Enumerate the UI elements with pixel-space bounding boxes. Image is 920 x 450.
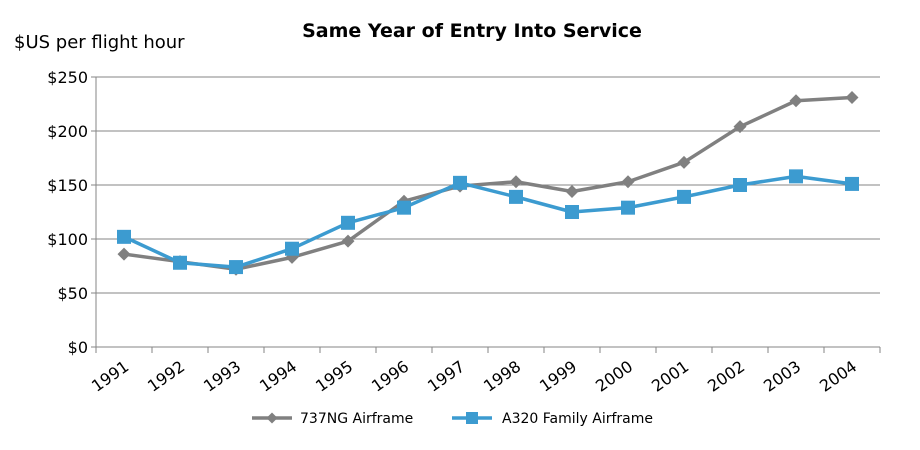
data-point bbox=[621, 200, 635, 215]
data-point bbox=[733, 120, 747, 134]
x-tick-label: 1998 bbox=[480, 357, 524, 396]
x-tick-label: 2004 bbox=[816, 357, 860, 396]
x-tick-label: 2001 bbox=[648, 357, 692, 396]
legend-marker bbox=[466, 412, 478, 424]
y-axis-ticks: $0 $50 $100 $150 $200 $250 bbox=[47, 68, 88, 357]
data-point bbox=[677, 189, 691, 204]
data-point bbox=[565, 184, 579, 198]
y-axis-label: $US per flight hour bbox=[14, 32, 185, 53]
data-point bbox=[845, 91, 859, 105]
x-axis-ticks: 1991 1992 1993 1994 1995 1996 1997 1998 1999 2000… bbox=[88, 357, 860, 396]
legend-item-2: A320 Family Airframe bbox=[452, 411, 653, 427]
data-point bbox=[285, 241, 299, 256]
legend-label: A320 Family Airframe bbox=[502, 411, 653, 427]
legend-item-1: 737NG Airframe bbox=[252, 411, 413, 427]
data-point bbox=[509, 175, 523, 189]
x-tick-label: 1996 bbox=[368, 357, 412, 396]
data-point bbox=[677, 155, 691, 169]
data-point bbox=[845, 176, 859, 191]
data-point bbox=[229, 260, 243, 275]
legend-marker bbox=[266, 412, 278, 424]
x-tick-label: 1995 bbox=[312, 357, 356, 396]
y-tick-label: $200 bbox=[47, 122, 88, 141]
data-point bbox=[397, 200, 411, 215]
series-line bbox=[123, 174, 853, 269]
y-tick-label: $0 bbox=[68, 338, 88, 357]
data-point bbox=[341, 215, 355, 230]
series-group bbox=[117, 91, 859, 276]
y-tick-label: $100 bbox=[47, 230, 88, 249]
series-line bbox=[123, 95, 853, 271]
x-tick-label: 1997 bbox=[424, 357, 468, 396]
x-tick-label: 1993 bbox=[200, 357, 244, 396]
y-tick-label: $150 bbox=[47, 176, 88, 195]
data-point bbox=[789, 94, 803, 108]
data-point bbox=[565, 205, 579, 219]
data-point bbox=[733, 178, 747, 192]
x-tick-label: 1994 bbox=[256, 357, 300, 396]
x-tick-label: 1999 bbox=[536, 357, 580, 396]
data-point bbox=[621, 175, 635, 189]
x-tick-label: 1991 bbox=[88, 357, 132, 396]
data-point bbox=[117, 229, 131, 244]
chart-title: Same Year of Entry Into Service bbox=[302, 20, 642, 42]
y-tick-label: $50 bbox=[57, 284, 88, 303]
data-point bbox=[173, 255, 187, 270]
y-tick-label: $250 bbox=[47, 68, 88, 87]
data-point bbox=[789, 169, 803, 184]
series-2 bbox=[117, 169, 859, 275]
x-tick-label: 1992 bbox=[144, 357, 188, 396]
x-tick-label: 2000 bbox=[592, 357, 636, 396]
data-point bbox=[453, 175, 467, 190]
data-point bbox=[117, 247, 131, 261]
data-point bbox=[341, 234, 355, 248]
legend-label: 737NG Airframe bbox=[300, 411, 413, 427]
legend: 737NG Airframe A320 Family Airframe bbox=[252, 411, 653, 427]
x-tick-label: 2002 bbox=[704, 357, 748, 396]
axes bbox=[91, 76, 881, 353]
data-point bbox=[509, 189, 523, 204]
x-tick-label: 2003 bbox=[760, 357, 804, 396]
